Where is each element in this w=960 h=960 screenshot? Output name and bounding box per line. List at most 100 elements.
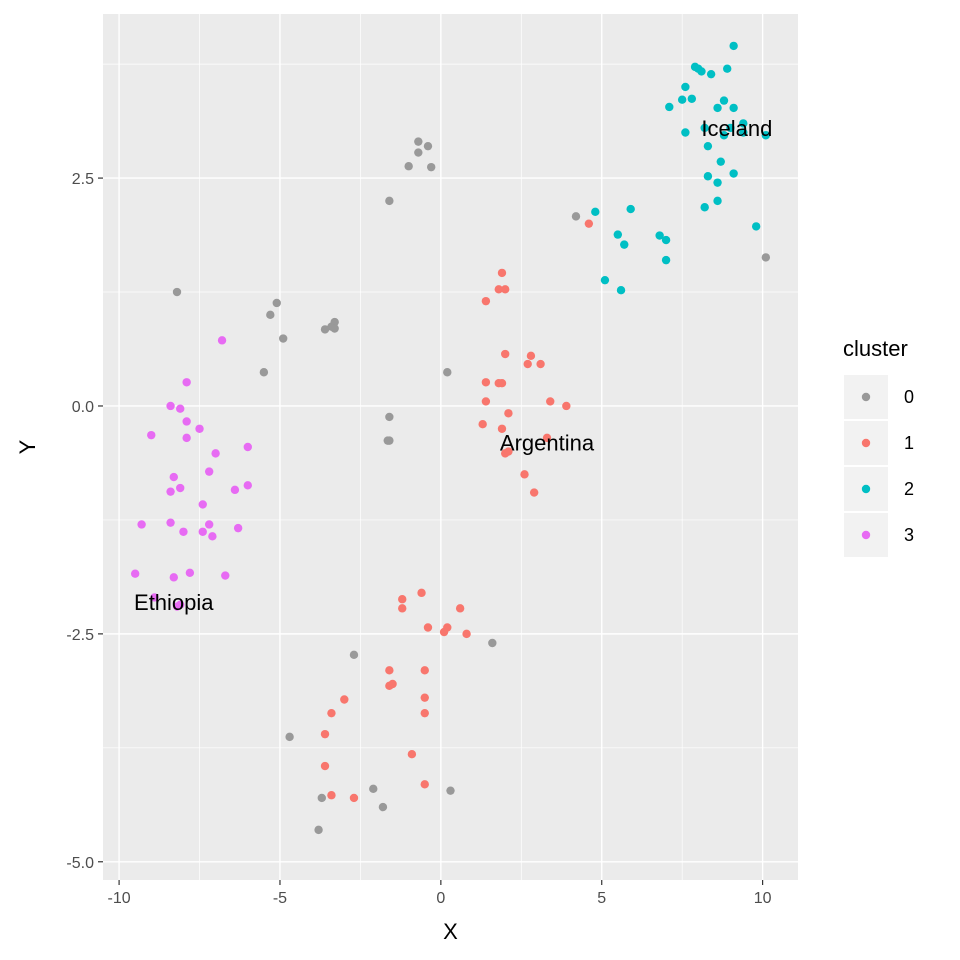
- data-point-cluster-2: [703, 141, 713, 151]
- data-point-cluster-0: [272, 298, 281, 308]
- data-point-cluster-2: [739, 128, 748, 137]
- legend-label: 0: [904, 387, 914, 407]
- data-point-cluster-2: [620, 240, 629, 249]
- data-point-cluster-0: [423, 141, 433, 151]
- legend-label: 2: [904, 479, 914, 499]
- data-point-cluster-1: [398, 595, 407, 604]
- data-point-cluster-3: [211, 449, 220, 458]
- data-point-cluster-0: [330, 324, 339, 333]
- data-point-cluster-1: [462, 629, 471, 639]
- x-axis-title: X: [443, 919, 458, 944]
- data-point-cluster-2: [706, 69, 716, 79]
- legend: cluster 0 1 2 3: [843, 336, 914, 557]
- data-point-cluster-3: [169, 472, 178, 482]
- data-point-cluster-0: [404, 162, 413, 171]
- data-point-cluster-1: [320, 761, 330, 771]
- data-point-cluster-3: [179, 527, 188, 536]
- data-point-cluster-2: [761, 131, 771, 140]
- data-point-cluster-0: [378, 802, 388, 812]
- data-point-cluster-1: [420, 708, 429, 718]
- y-tick-label: 0.0: [72, 399, 94, 416]
- data-point-cluster-2: [681, 128, 690, 137]
- data-point-cluster-3: [172, 602, 182, 611]
- y-axis: -5.0 -2.5 0.0 2.5: [66, 171, 103, 872]
- data-point-cluster-2: [729, 103, 738, 113]
- data-point-cluster-1: [455, 604, 465, 613]
- data-point-cluster-0: [349, 650, 359, 660]
- annotation-label: Iceland: [701, 116, 772, 141]
- data-point-cluster-1: [523, 359, 532, 369]
- data-point-cluster-2: [751, 222, 761, 231]
- data-point-cluster-2: [687, 94, 697, 103]
- data-point-cluster-0: [443, 368, 452, 377]
- data-point-cluster-3: [204, 467, 214, 476]
- data-point-cluster-1: [439, 627, 449, 637]
- legend-label: 3: [904, 525, 914, 545]
- y-tick-label: 2.5: [72, 171, 94, 188]
- data-point-cluster-1: [320, 729, 330, 739]
- legend-items: 0 1 2 3: [844, 375, 914, 557]
- data-point-cluster-2: [713, 196, 722, 206]
- data-point-cluster-2: [591, 207, 600, 217]
- data-point-cluster-2: [700, 203, 709, 212]
- point-annotations: Iceland Argentina Ethiopia: [134, 116, 772, 615]
- data-point-cluster-0: [488, 638, 497, 648]
- data-point-cluster-1: [536, 359, 545, 369]
- data-point-cluster-2: [713, 178, 722, 187]
- grid-minor: [103, 14, 798, 880]
- data-point-cluster-1: [526, 351, 536, 361]
- data-point-cluster-1: [497, 424, 507, 433]
- data-point-cluster-0: [314, 825, 323, 835]
- data-point-cluster-0: [383, 436, 392, 445]
- legend-key-cluster-0: [861, 392, 871, 402]
- x-tick-label: -10: [108, 890, 131, 907]
- data-point-cluster-3: [217, 336, 227, 345]
- x-tick-label: -5: [273, 890, 287, 907]
- data-point-cluster-3: [208, 532, 217, 541]
- data-point-cluster-0: [320, 325, 330, 334]
- data-point-cluster-1: [494, 285, 503, 294]
- data-point-cluster-0: [385, 412, 394, 422]
- data-point-cluster-3: [166, 401, 175, 411]
- data-point-cluster-3: [130, 569, 140, 578]
- data-point-cluster-0: [278, 334, 288, 343]
- data-point-cluster-1: [481, 296, 491, 306]
- data-point-cluster-3: [195, 424, 204, 433]
- data-point-cluster-3: [221, 571, 230, 580]
- data-point-cluster-0: [385, 196, 394, 206]
- data-point-cluster-1: [398, 604, 407, 613]
- y-tick-label: -5.0: [66, 855, 94, 872]
- data-point-cluster-1: [520, 470, 529, 479]
- x-axis: -10 -5 0 5 10: [108, 880, 772, 907]
- data-point-cluster-1: [497, 268, 507, 278]
- data-points: [130, 41, 771, 835]
- data-point-cluster-1: [500, 285, 510, 294]
- data-point-cluster-2: [713, 103, 722, 113]
- plot-panel: [103, 14, 798, 880]
- grid-major: [103, 14, 798, 880]
- data-point-cluster-1: [423, 623, 433, 632]
- data-point-cluster-1: [340, 695, 349, 704]
- data-point-cluster-2: [661, 235, 671, 245]
- annotation-label: Ethiopia: [134, 590, 214, 615]
- data-point-cluster-2: [681, 82, 690, 92]
- data-point-cluster-2: [723, 64, 732, 73]
- data-point-cluster-1: [420, 780, 429, 789]
- data-point-cluster-2: [703, 172, 713, 181]
- data-point-cluster-0: [571, 212, 581, 221]
- data-point-cluster-3: [176, 404, 185, 413]
- data-point-cluster-1: [542, 433, 552, 443]
- legend-key-cluster-1: [861, 438, 871, 448]
- data-point-cluster-2: [626, 204, 635, 214]
- data-point-cluster-1: [584, 219, 594, 228]
- data-point-cluster-3: [150, 593, 159, 602]
- data-point-cluster-1: [481, 397, 491, 406]
- data-point-cluster-0: [761, 253, 771, 262]
- data-point-cluster-1: [500, 349, 510, 359]
- data-point-cluster-3: [176, 483, 185, 493]
- data-point-cluster-1: [327, 791, 336, 800]
- data-point-cluster-3: [185, 568, 195, 577]
- data-point-cluster-1: [385, 666, 394, 675]
- data-point-cluster-0: [369, 784, 378, 794]
